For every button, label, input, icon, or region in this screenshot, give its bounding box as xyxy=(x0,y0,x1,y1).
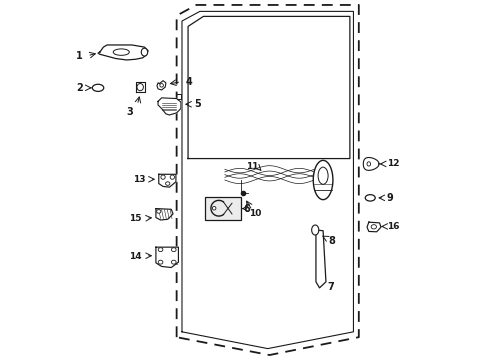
Text: 16: 16 xyxy=(386,222,398,231)
Text: 1: 1 xyxy=(76,51,83,61)
Polygon shape xyxy=(156,208,173,220)
Ellipse shape xyxy=(366,162,370,166)
Polygon shape xyxy=(158,98,181,115)
Text: 7: 7 xyxy=(327,282,334,292)
Text: 5: 5 xyxy=(194,99,201,109)
Ellipse shape xyxy=(170,175,174,179)
Text: 9: 9 xyxy=(386,193,393,203)
Text: 14: 14 xyxy=(129,252,142,261)
Text: 6: 6 xyxy=(244,203,250,213)
Ellipse shape xyxy=(365,195,374,201)
Polygon shape xyxy=(315,230,325,288)
Ellipse shape xyxy=(313,160,332,200)
FancyBboxPatch shape xyxy=(205,197,241,220)
Text: 4: 4 xyxy=(185,77,192,87)
Text: 13: 13 xyxy=(132,175,145,184)
Text: 2: 2 xyxy=(76,83,83,93)
Polygon shape xyxy=(363,157,378,170)
Ellipse shape xyxy=(158,260,163,264)
Ellipse shape xyxy=(161,175,165,179)
Ellipse shape xyxy=(141,48,147,56)
Ellipse shape xyxy=(311,225,318,235)
Ellipse shape xyxy=(165,182,169,185)
Text: 15: 15 xyxy=(129,214,142,223)
Polygon shape xyxy=(157,81,165,90)
Ellipse shape xyxy=(171,248,176,252)
Text: 10: 10 xyxy=(248,210,261,219)
Ellipse shape xyxy=(156,210,161,213)
Ellipse shape xyxy=(212,206,216,210)
Text: 8: 8 xyxy=(328,237,335,247)
Ellipse shape xyxy=(317,167,327,184)
Ellipse shape xyxy=(160,84,163,87)
Text: 12: 12 xyxy=(386,159,398,168)
Polygon shape xyxy=(159,174,176,187)
Ellipse shape xyxy=(113,49,129,55)
Ellipse shape xyxy=(171,260,176,264)
Ellipse shape xyxy=(370,225,376,229)
Polygon shape xyxy=(135,82,145,93)
Polygon shape xyxy=(156,247,178,267)
Polygon shape xyxy=(98,45,148,60)
Text: 3: 3 xyxy=(126,107,133,117)
Ellipse shape xyxy=(158,248,163,252)
Text: 11: 11 xyxy=(246,162,259,171)
Ellipse shape xyxy=(92,84,103,91)
Ellipse shape xyxy=(137,84,143,91)
Polygon shape xyxy=(366,222,380,232)
